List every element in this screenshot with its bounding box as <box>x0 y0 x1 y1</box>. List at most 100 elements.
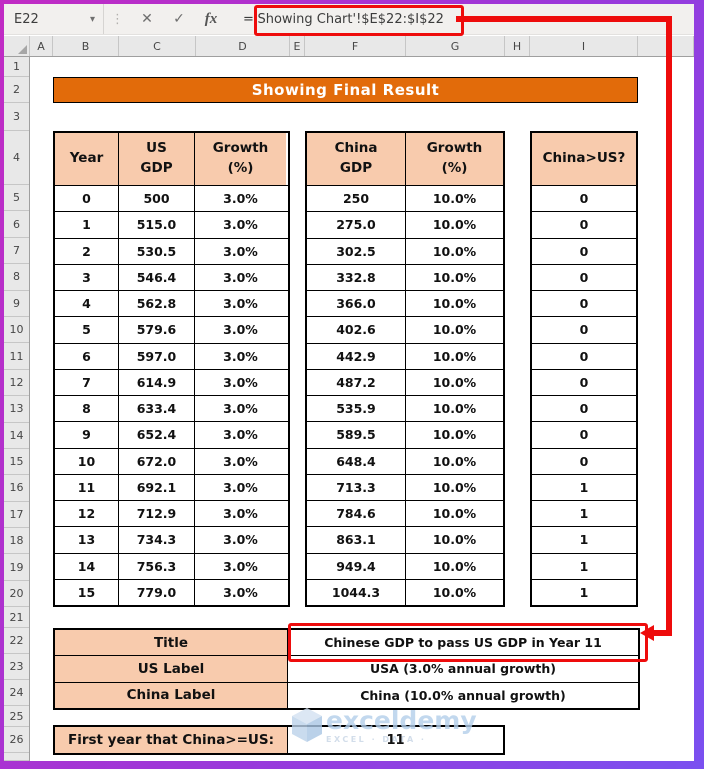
row-header-6[interactable]: 6 <box>4 211 29 238</box>
us-row-growth-cell[interactable]: 3.0% <box>223 322 258 338</box>
name-box[interactable]: E22 ▾ <box>4 4 104 34</box>
compare-row-value-cell[interactable]: 0 <box>579 243 589 259</box>
china-row-growth-cell[interactable]: 10.0% <box>432 322 477 338</box>
us-row-gdp-cell[interactable]: 515.0 <box>119 212 195 238</box>
china-row-growth-cell[interactable]: 10.0% <box>432 374 477 390</box>
us-row-year-cell[interactable]: 14 <box>55 553 119 579</box>
us-row-growth-cell[interactable]: 3.0% <box>223 269 258 285</box>
column-header-partial[interactable] <box>638 36 694 56</box>
us-row-year-cell[interactable]: 9 <box>55 422 119 448</box>
us-row-gdp-cell[interactable]: 597.0 <box>119 343 195 369</box>
row-header-18[interactable]: 18 <box>4 528 29 555</box>
column-header-f[interactable]: F <box>305 36 406 56</box>
us-row-year-cell[interactable]: 6 <box>55 343 119 369</box>
year-header-cell[interactable]: Year <box>55 133 119 185</box>
us-row-gdp-cell[interactable]: 672.0 <box>119 448 195 474</box>
us-row-gdp-cell[interactable]: 734.3 <box>119 527 195 553</box>
china-row-gdp-cell[interactable]: 250 <box>307 186 406 212</box>
row-header-1[interactable]: 1 <box>4 57 29 77</box>
row-header-13[interactable]: 13 <box>4 396 29 423</box>
us-row-growth-cell[interactable]: 3.0% <box>223 243 258 259</box>
row-header-20[interactable]: 20 <box>4 581 29 608</box>
us-row-growth-cell[interactable]: 3.0% <box>223 401 258 417</box>
title-value-cell[interactable]: Chinese GDP to pass US GDP in Year 11 <box>288 630 638 656</box>
column-header-d[interactable]: D <box>196 36 290 56</box>
china-row-gdp-cell[interactable]: 487.2 <box>307 369 406 395</box>
us-row-growth-cell[interactable]: 3.0% <box>223 374 258 390</box>
us-row-year-cell[interactable]: 0 <box>55 186 119 212</box>
compare-row-value-cell[interactable]: 1 <box>579 506 589 522</box>
us-row-year-cell[interactable]: 12 <box>55 501 119 527</box>
us-row-gdp-cell[interactable]: 652.4 <box>119 422 195 448</box>
us-row-gdp-cell[interactable]: 579.6 <box>119 317 195 343</box>
row-header-25[interactable]: 25 <box>4 706 29 728</box>
select-all-triangle-icon[interactable] <box>18 45 27 54</box>
china-row-gdp-cell[interactable]: 332.8 <box>307 264 406 290</box>
row-header-26[interactable]: 26 <box>4 727 29 754</box>
compare-row-value-cell[interactable]: 0 <box>579 401 589 417</box>
row-header-15[interactable]: 15 <box>4 449 29 476</box>
us-row-growth-cell[interactable]: 3.0% <box>223 217 258 233</box>
china-row-growth-cell[interactable]: 10.0% <box>432 506 477 522</box>
compare-row-value-cell[interactable]: 1 <box>579 584 589 600</box>
us-row-gdp-cell[interactable]: 692.1 <box>119 474 195 500</box>
us-row-gdp-cell[interactable]: 633.4 <box>119 396 195 422</box>
us-row-gdp-cell[interactable]: 779.0 <box>119 579 195 605</box>
cancel-icon[interactable]: ✕ <box>141 11 153 27</box>
china-row-growth-cell[interactable]: 10.0% <box>432 191 477 207</box>
us-row-year-cell[interactable]: 15 <box>55 579 119 605</box>
compare-row-value-cell[interactable]: 1 <box>579 479 589 495</box>
row-header-2[interactable]: 2 <box>4 77 29 103</box>
china-label-cell[interactable]: China Label <box>55 682 288 708</box>
enter-icon[interactable]: ✓ <box>173 11 185 27</box>
first-year-label-cell[interactable]: First year that China>=US: <box>55 727 288 753</box>
compare-row-value-cell[interactable]: 1 <box>579 532 589 548</box>
us-row-growth-cell[interactable]: 3.0% <box>223 584 258 600</box>
china-row-growth-cell[interactable]: 10.0% <box>432 269 477 285</box>
result-banner-cell[interactable]: Showing Final Result <box>53 77 638 103</box>
us-row-gdp-cell[interactable]: 756.3 <box>119 553 195 579</box>
china-row-gdp-cell[interactable]: 442.9 <box>307 343 406 369</box>
compare-row-value-cell[interactable]: 0 <box>579 322 589 338</box>
china-row-growth-cell[interactable]: 10.0% <box>432 558 477 574</box>
us-row-year-cell[interactable]: 8 <box>55 396 119 422</box>
row-header-12[interactable]: 12 <box>4 370 29 397</box>
column-header-g[interactable]: G <box>406 36 505 56</box>
china-row-growth-cell[interactable]: 10.0% <box>432 479 477 495</box>
column-header-a[interactable]: A <box>30 36 53 56</box>
china-row-gdp-cell[interactable]: 402.6 <box>307 317 406 343</box>
row-header-23[interactable]: 23 <box>4 654 29 681</box>
china-row-growth-cell[interactable]: 10.0% <box>432 348 477 364</box>
row-header-17[interactable]: 17 <box>4 502 29 529</box>
us-label-cell[interactable]: US Label <box>55 656 288 682</box>
china-row-gdp-cell[interactable]: 949.4 <box>307 553 406 579</box>
us-row-year-cell[interactable]: 3 <box>55 264 119 290</box>
row-header-8[interactable]: 8 <box>4 264 29 291</box>
china-row-growth-cell[interactable]: 10.0% <box>432 401 477 417</box>
us-row-year-cell[interactable]: 2 <box>55 238 119 264</box>
china-row-gdp-cell[interactable]: 366.0 <box>307 291 406 317</box>
us-row-year-cell[interactable]: 1 <box>55 212 119 238</box>
compare-row-value-cell[interactable]: 0 <box>579 427 589 443</box>
row-header-16[interactable]: 16 <box>4 475 29 502</box>
row-header-14[interactable]: 14 <box>4 423 29 449</box>
us-gdp-header-cell[interactable]: US GDP <box>119 133 195 185</box>
row-header-11[interactable]: 11 <box>4 343 29 370</box>
row-header-7[interactable]: 7 <box>4 238 29 265</box>
row-header-4[interactable]: 4 <box>4 131 29 185</box>
us-row-gdp-cell[interactable]: 546.4 <box>119 264 195 290</box>
chevron-down-icon[interactable]: ▾ <box>89 13 95 25</box>
us-row-year-cell[interactable]: 7 <box>55 369 119 395</box>
us-row-growth-cell[interactable]: 3.0% <box>223 191 258 207</box>
us-row-growth-cell[interactable]: 3.0% <box>223 506 258 522</box>
us-row-year-cell[interactable]: 11 <box>55 474 119 500</box>
compare-row-value-cell[interactable]: 0 <box>579 217 589 233</box>
compare-row-value-cell[interactable]: 1 <box>579 558 589 574</box>
china-row-gdp-cell[interactable]: 784.6 <box>307 501 406 527</box>
title-label-cell[interactable]: Title <box>55 630 288 656</box>
column-header-e[interactable]: E <box>290 36 305 56</box>
us-row-growth-cell[interactable]: 3.0% <box>223 558 258 574</box>
us-row-growth-cell[interactable]: 3.0% <box>223 453 258 469</box>
row-header-5[interactable]: 5 <box>4 185 29 212</box>
compare-row-value-cell[interactable]: 0 <box>579 374 589 390</box>
